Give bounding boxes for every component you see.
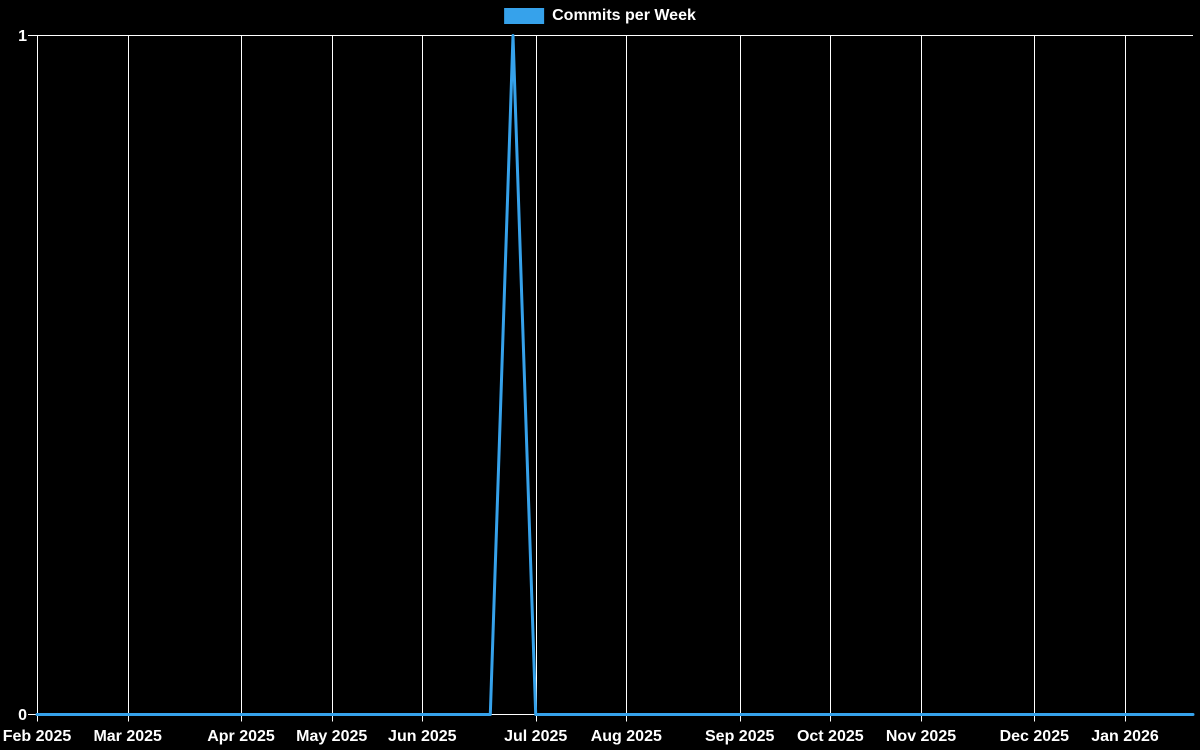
y-tick-label: 0	[18, 707, 27, 724]
x-tick-label: Apr 2025	[207, 728, 275, 745]
x-tick-label: Dec 2025	[1000, 728, 1069, 745]
legend-label: Commits per Week	[552, 7, 696, 24]
x-tick-label: Mar 2025	[93, 728, 162, 745]
x-tick-label: Jan 2026	[1091, 728, 1159, 745]
axes-layer	[28, 35, 1193, 715]
x-tick-label: Sep 2025	[705, 728, 774, 745]
axis-labels-layer: 0 1 Feb 2025 Mar 2025 Apr 2025 May 2025 Jun 20…	[3, 28, 1159, 745]
gridlines-layer	[37, 35, 1126, 722]
x-tick-label: Jul 2025	[504, 728, 567, 745]
x-tick-label: Nov 2025	[886, 728, 956, 745]
legend-swatch-icon	[504, 8, 545, 24]
x-tick-label: Aug 2025	[591, 728, 662, 745]
x-tick-label: Oct 2025	[797, 728, 864, 745]
x-tick-label: May 2025	[296, 728, 367, 745]
x-tick-label: Jun 2025	[388, 728, 457, 745]
chart-legend[interactable]: Commits per Week	[504, 7, 696, 25]
commits-line	[35, 34, 1195, 716]
y-tick-label: 1	[18, 28, 27, 45]
x-tick-label: Feb 2025	[3, 728, 72, 745]
series-layer	[35, 34, 1195, 716]
